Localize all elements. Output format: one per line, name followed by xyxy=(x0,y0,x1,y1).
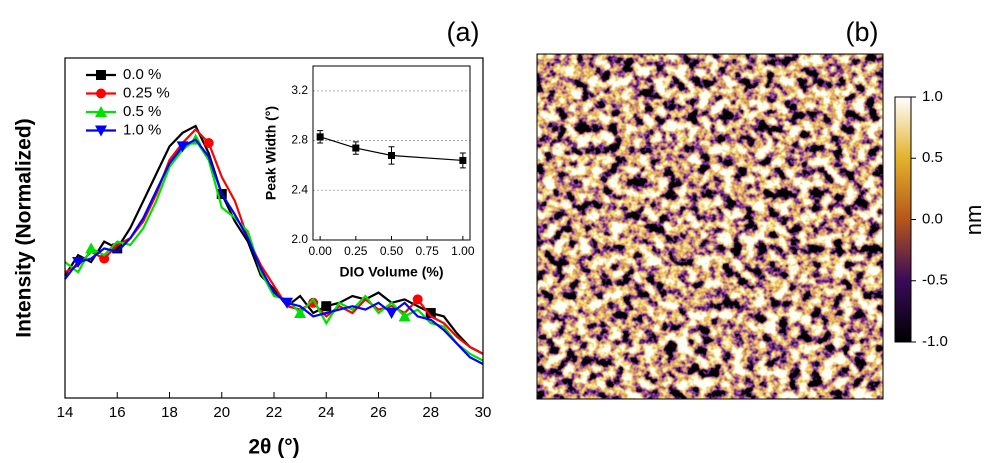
x-tick-label: 28 xyxy=(422,404,439,421)
marker xyxy=(321,301,332,312)
x-tick-label: 0.75 xyxy=(416,244,440,258)
colorbar-tick-label: 1.0 xyxy=(922,88,943,105)
x-tick-label: 18 xyxy=(161,404,178,421)
x-axis-label: 2θ (°) xyxy=(248,436,299,459)
x-tick-label: 26 xyxy=(370,404,387,421)
marker xyxy=(281,297,294,309)
x-tick-label: 0.50 xyxy=(380,244,404,258)
x-tick-label: 20 xyxy=(213,404,230,421)
x-tick-label: 14 xyxy=(57,404,74,421)
data-point xyxy=(388,151,395,159)
colorbar xyxy=(894,96,912,343)
marker xyxy=(425,308,436,318)
marker xyxy=(85,242,98,254)
colorbar-tick-label: 0.0 xyxy=(922,210,943,227)
x-axis-label: DIO Volume (%) xyxy=(340,264,444,280)
x-tick-label: 0.25 xyxy=(344,244,368,258)
marker xyxy=(112,243,123,254)
x-tick-label: 30 xyxy=(475,404,492,421)
x-tick-label: 24 xyxy=(318,404,335,421)
data-point xyxy=(352,144,360,152)
y-tick-label: 2.4 xyxy=(291,182,308,196)
legend-label: 0.5 % xyxy=(123,103,161,120)
x-tick-label: 16 xyxy=(109,404,126,421)
data-point xyxy=(316,133,324,141)
y-tick-label: 2.8 xyxy=(291,133,308,147)
legend-marker xyxy=(95,125,107,137)
legend-label: 1.0 % xyxy=(123,121,161,138)
y-tick-label: 3.2 xyxy=(291,83,308,97)
y-axis-label: Peak Width (°) xyxy=(263,106,279,200)
marker xyxy=(176,141,189,153)
legend-label: 0.25 % xyxy=(123,84,170,101)
x-tick-label: 0.00 xyxy=(308,244,332,258)
x-tick-label: 22 xyxy=(266,404,283,421)
legend-marker xyxy=(96,88,106,99)
data-line xyxy=(64,138,484,365)
marker xyxy=(72,257,85,268)
y-tick-label: 2.0 xyxy=(291,232,308,246)
marker xyxy=(412,294,423,305)
colorbar-label: nm xyxy=(961,205,986,236)
marker xyxy=(203,138,214,148)
panel-label: (a) xyxy=(447,17,480,47)
marker xyxy=(294,307,307,318)
legend-marker xyxy=(96,70,106,80)
panel-label: (b) xyxy=(846,17,879,47)
trend-line xyxy=(319,136,463,162)
marker xyxy=(398,310,411,322)
legend-label: 0.0 % xyxy=(123,66,161,83)
x-tick-label: 1.00 xyxy=(451,244,475,258)
colorbar-tick-label: 0.5 xyxy=(922,149,943,166)
y-axis-label: Intensity (Normalized) xyxy=(13,118,36,337)
data-point xyxy=(459,156,467,164)
colorbar-tick-label: -1.0 xyxy=(922,333,948,350)
marker xyxy=(385,308,398,319)
colorbar-tick-label: -0.5 xyxy=(922,272,948,289)
marker xyxy=(99,253,110,264)
afm-image xyxy=(537,54,883,399)
image-frame xyxy=(536,53,884,400)
inset-frame xyxy=(312,65,471,241)
legend-marker xyxy=(95,106,107,117)
figure-content: (a) 0.0 %0.25 % 0.5 %1.0 % 14 16 18 20 22 24 26 28… xyxy=(13,17,986,458)
